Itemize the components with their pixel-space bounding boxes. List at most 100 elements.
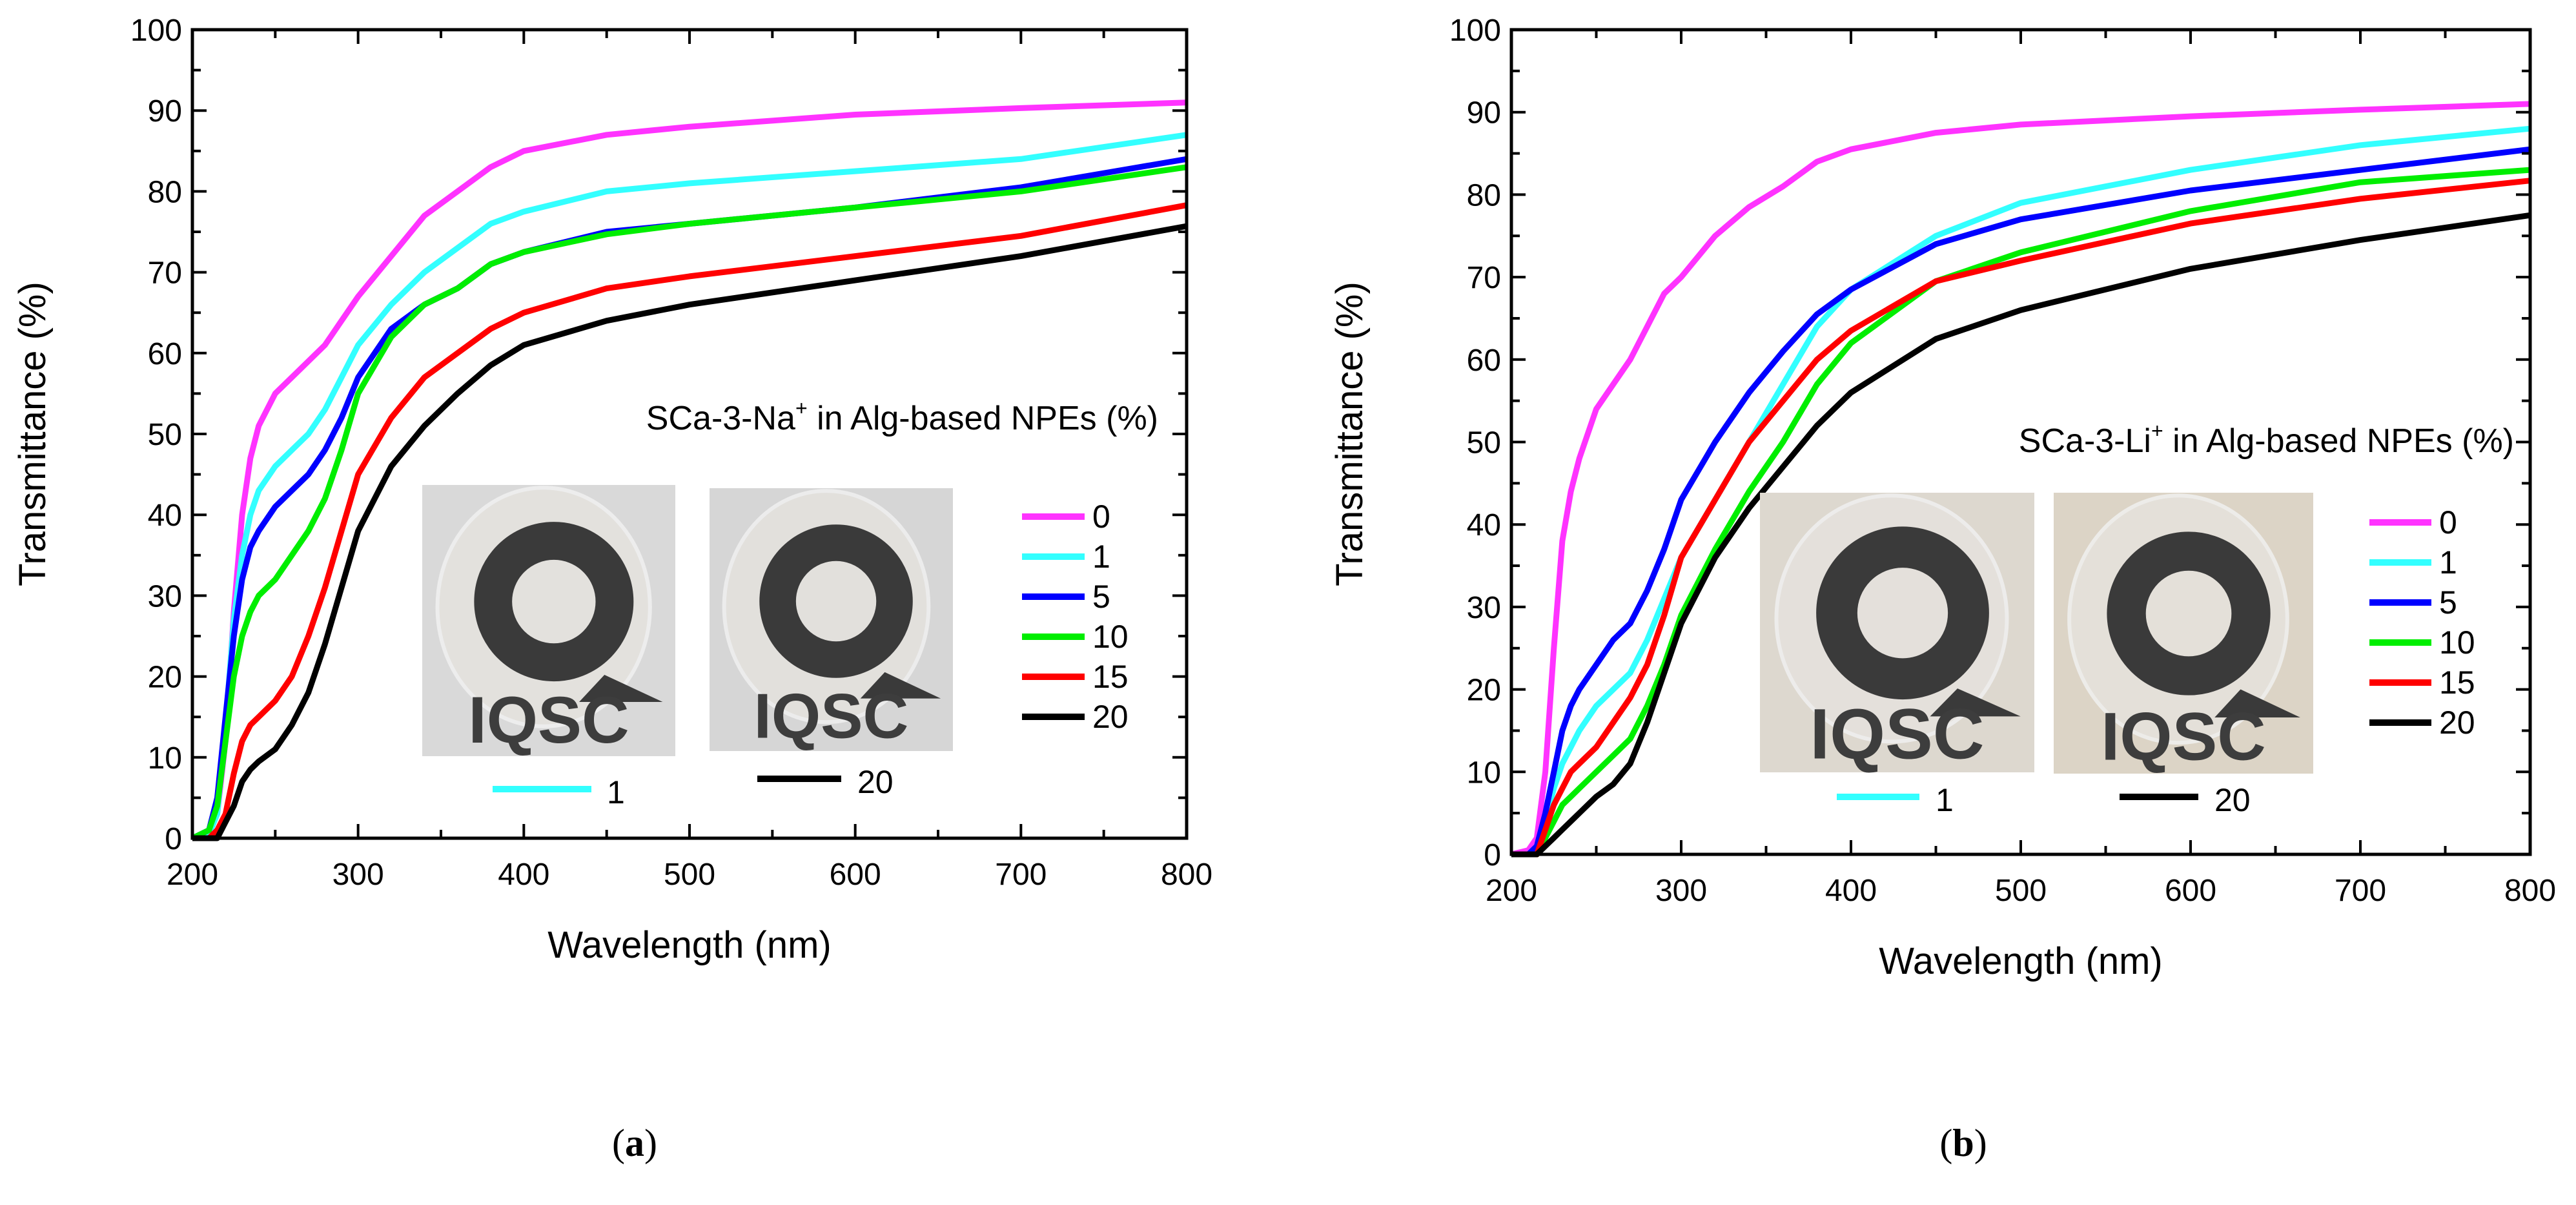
x-tick-label: 200	[167, 858, 218, 892]
x-tick-label: 400	[498, 858, 549, 892]
y-tick-label: 50	[1467, 426, 1501, 460]
series-line-15	[192, 202, 1187, 841]
y-tick-label: 30	[148, 579, 182, 613]
series-line-20	[192, 223, 1187, 841]
panel-label: (a)	[612, 1122, 657, 1164]
x-tick-label: 500	[1995, 874, 2047, 908]
legend-label: 5	[1092, 579, 1110, 615]
sample-photo-20: IQSC	[2054, 493, 2313, 774]
y-tick-label: 10	[148, 741, 182, 776]
series-line-0	[1510, 101, 2531, 858]
title-main: SCa-3-Li	[2019, 422, 2151, 460]
panel-paren-close: )	[1974, 1122, 1987, 1164]
logo-text: IQSC	[754, 681, 909, 752]
title-rest: in Alg-based NPEs (%)	[808, 400, 1158, 437]
y-tick-label: 20	[1467, 674, 1501, 708]
chart-panel-b: 200 300 400 500 600 700 8000102030405060708090…	[1329, 14, 2556, 982]
x-tick-label: 700	[2335, 874, 2386, 908]
title-rest: in Alg-based NPEs (%)	[2163, 422, 2514, 460]
legend-label: 20	[1092, 699, 1129, 735]
y-tick-label: 70	[1467, 261, 1501, 295]
title-superscript: +	[2151, 419, 2163, 442]
logo-triangle	[860, 672, 941, 699]
x-tick-label: 600	[830, 858, 881, 892]
logo-text: IQSC	[468, 683, 629, 757]
logo-triangle	[1930, 688, 2021, 717]
panel-paren-open: (	[612, 1122, 625, 1164]
y-tick-label: 40	[1467, 508, 1501, 542]
sample-photo-1: IQSC	[1760, 493, 2034, 774]
logo-ring	[759, 524, 913, 678]
x-tick-label: 600	[2165, 874, 2216, 908]
x-tick-label: 300	[1655, 874, 1707, 908]
title-superscript: +	[795, 397, 808, 420]
sample-photo-1: IQSC	[422, 485, 675, 757]
x-tick-label: 200	[1486, 874, 1537, 908]
photo-legend-label: 1	[607, 774, 625, 810]
x-axis-label: Wavelength (nm)	[1879, 940, 2162, 982]
y-tick-label: 80	[1467, 178, 1501, 212]
series-line-5	[1511, 146, 2531, 858]
legend-label: 15	[1092, 659, 1129, 695]
x-tick-label: 400	[1825, 874, 1877, 908]
photo-legend-label: 20	[2214, 782, 2251, 818]
legend-label: 10	[1092, 619, 1129, 655]
legend-label: 1	[1092, 539, 1110, 575]
logo-text: IQSC	[2101, 699, 2266, 774]
y-tick-label: 90	[1467, 96, 1501, 130]
inset-title: SCa-3-Na+ in Alg-based NPEs (%)	[646, 397, 1158, 437]
logo-text: IQSC	[1810, 694, 1984, 774]
x-tick-label: 800	[1161, 858, 1212, 892]
y-tick-label: 50	[148, 418, 182, 452]
series-line-5	[191, 156, 1187, 841]
photo-legend-label: 20	[857, 764, 894, 800]
y-axis-label: Transmittance (%)	[12, 282, 54, 586]
series-line-1	[191, 132, 1187, 841]
y-tick-label: 0	[1484, 838, 1501, 872]
series-line-20	[1511, 212, 2531, 858]
y-tick-label: 60	[1467, 344, 1501, 378]
logo-triangle	[579, 675, 663, 702]
series-line-10	[191, 164, 1187, 841]
y-tick-label: 80	[148, 175, 182, 209]
legend-label: 0	[2439, 504, 2457, 541]
logo-triangle	[2214, 689, 2300, 717]
inset-title: SCa-3-Li+ in Alg-based NPEs (%)	[2019, 419, 2514, 460]
panel-letter: a	[625, 1122, 644, 1164]
photo-legend-label: 1	[1936, 782, 1954, 818]
series-line-15	[1511, 178, 2531, 858]
legend-label: 1	[2439, 544, 2457, 581]
logo-ring	[1816, 526, 1989, 700]
panel-label: (b)	[1939, 1122, 1987, 1164]
legend-label: 10	[2439, 624, 2475, 661]
y-tick-label: 60	[148, 337, 182, 371]
logo-ring	[2107, 531, 2271, 695]
legend-label: 20	[2439, 705, 2475, 741]
series-line-1	[1511, 125, 2531, 858]
logo-ring	[474, 522, 634, 682]
x-tick-label: 300	[332, 858, 384, 892]
legend-label: 5	[2439, 584, 2457, 621]
title-main: SCa-3-Na	[646, 400, 795, 437]
y-tick-label: 70	[148, 256, 182, 291]
panel-letter: b	[1952, 1122, 1974, 1164]
y-tick-label: 40	[148, 499, 182, 533]
panel-paren-open: (	[1939, 1122, 1952, 1164]
legend-label: 0	[1092, 499, 1110, 535]
y-tick-label: 100	[1449, 14, 1501, 48]
legend-label: 15	[2439, 664, 2475, 701]
y-axis-label: Transmittance (%)	[1329, 282, 1371, 586]
x-tick-label: 500	[664, 858, 715, 892]
y-tick-label: 30	[1467, 591, 1501, 625]
series-line-0	[191, 99, 1187, 841]
x-tick-label: 800	[2504, 874, 2556, 908]
panel-paren-close: )	[644, 1122, 657, 1164]
y-tick-label: 0	[165, 822, 182, 856]
x-axis-label: Wavelength (nm)	[547, 924, 831, 966]
y-tick-label: 90	[148, 94, 182, 129]
x-tick-label: 700	[995, 858, 1047, 892]
sample-photo-20: IQSC	[710, 488, 953, 752]
y-tick-label: 10	[1467, 756, 1501, 790]
chart-panel-a: 200 300 400 500 600 700 8000102030405060708090…	[12, 14, 1212, 966]
